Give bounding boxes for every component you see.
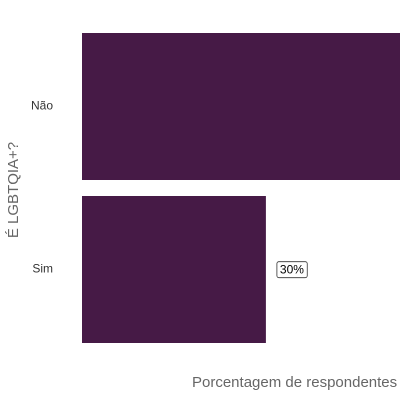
bar (82, 196, 266, 343)
y-tick-label: Sim (32, 262, 53, 276)
bar (82, 33, 400, 180)
y-axis-label: É LGBTQIA+? (5, 142, 22, 238)
data-label-box (276, 261, 308, 279)
data-label: 30% (280, 263, 304, 277)
y-tick-label: Não (31, 99, 53, 113)
x-axis-label: Porcentagem de respondentes (192, 374, 397, 391)
